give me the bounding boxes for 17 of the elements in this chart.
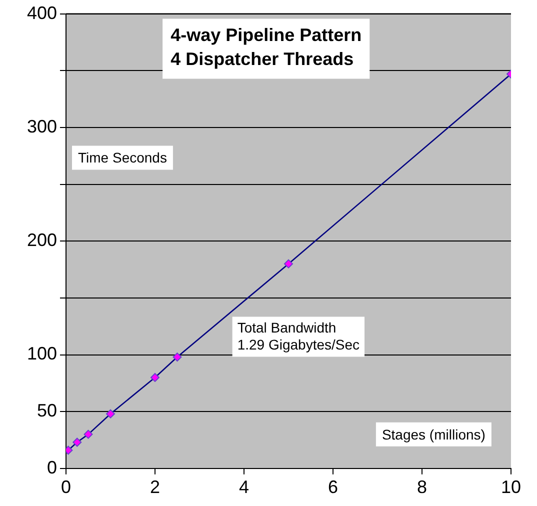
x-tick-label: 6 (328, 477, 338, 498)
x-axis-title: Stages (millions) (382, 426, 486, 442)
text: 4 Dispatcher Threads (170, 48, 354, 69)
y-tick-label: 100 (26, 344, 57, 364)
x-tick-label: 2 (150, 477, 160, 498)
y-tick-label: 0 (46, 457, 57, 478)
x-tick-label: 8 (416, 477, 428, 498)
y-tick-label: 300 (26, 116, 57, 136)
y-tick-label: 50 (36, 400, 57, 421)
x-tick-label: 0 (60, 477, 72, 498)
annotation: Total Bandwidth 1.29 Gigabytes/Sec (237, 320, 360, 353)
text: 4-way Pipeline Pattern (170, 24, 362, 45)
y-axis-title: Time Seconds (78, 150, 167, 166)
y-tick-label: 200 (26, 230, 57, 250)
x-tick-label: 4 (238, 477, 250, 498)
x-tick-label: 10 (500, 477, 522, 498)
y-tick-label: 400 (26, 2, 57, 23)
